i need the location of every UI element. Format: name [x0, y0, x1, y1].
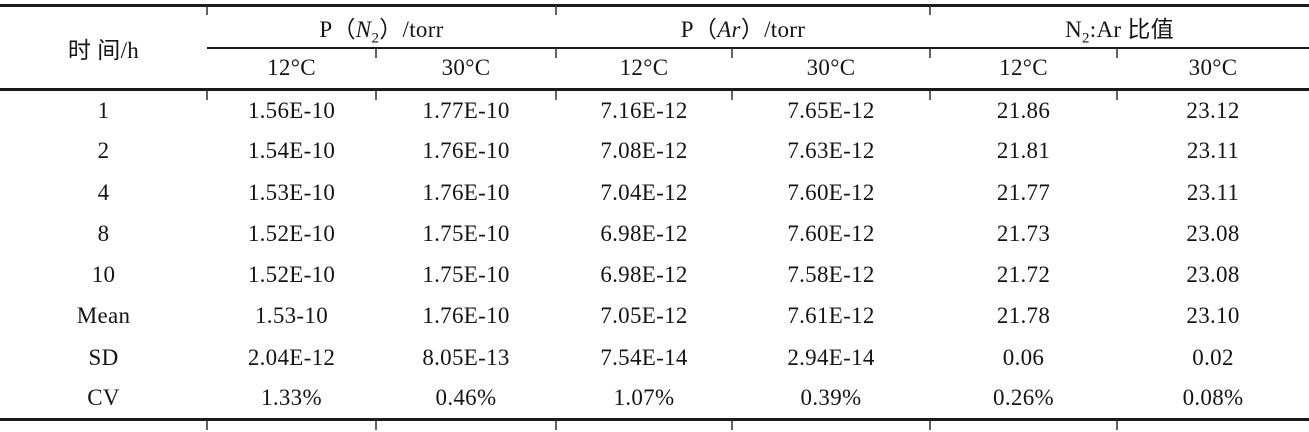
- value-cell: 7.60E-12: [787, 220, 875, 246]
- value-cell: 6.98E-12: [600, 220, 688, 246]
- time-column-header: 时 间/h: [0, 5, 207, 91]
- value-cell: 1.33%: [261, 385, 322, 411]
- value-cell: 8.05E-13: [422, 344, 510, 370]
- value-cell: 21.72: [996, 262, 1051, 288]
- group-header-par: P（Ar）/torr: [556, 5, 931, 49]
- value-cell: 0.02: [1192, 344, 1234, 370]
- value-cell: 21.73: [996, 220, 1051, 246]
- value-cell: 2.04E-12: [247, 344, 336, 370]
- value-cell: 7.05E-12: [600, 303, 688, 329]
- group-pn2-pre: P（: [319, 16, 356, 42]
- group-par-post: ）/torr: [740, 16, 806, 42]
- group-label-pn2: P（N2）/torr: [319, 16, 444, 46]
- value-cell: 7.65E-12: [787, 97, 875, 123]
- value-cell: 0.26%: [993, 385, 1054, 411]
- group-header-n2-ar-ratio: N2:Ar 比值: [930, 5, 1309, 49]
- group-pn2-symbol: N: [355, 16, 372, 42]
- value-cell: 1.56E-10: [247, 97, 336, 123]
- value-cell: 7.08E-12: [600, 138, 688, 164]
- group-label-n2-ar-ratio: N2:Ar 比值: [1065, 16, 1174, 46]
- subheader-pn2-30c: 30°C: [376, 47, 556, 91]
- rule-tick: [375, 420, 377, 430]
- group-pn2-subscript: 2: [371, 30, 380, 47]
- row-label-cell: 4: [97, 179, 110, 205]
- value-cell: 1.77E-10: [422, 97, 510, 123]
- table-row: 1 1.56E-10 1.77E-10 7.16E-12 7.65E-12 21.86 23…: [0, 90, 1309, 131]
- table-row: CV 1.33% 0.46% 1.07% 0.39% 0.26% 0.08%: [0, 378, 1309, 419]
- value-cell: 23.12: [1186, 97, 1240, 123]
- value-cell: 1.75E-10: [422, 262, 510, 288]
- group-ratio-post: :Ar 比值: [1089, 16, 1174, 42]
- temperature-subheader-row: 12°C 30°C 12°C 30°C 12°C 30°C: [0, 47, 1309, 91]
- row-label-cell: 1: [97, 97, 110, 123]
- group-ratio-symbol: N: [1065, 16, 1082, 42]
- value-cell: 21.77: [996, 179, 1051, 205]
- row-label-cell: CV: [87, 385, 120, 411]
- value-cell: 7.58E-12: [787, 262, 875, 288]
- subheader-pn2-12c: 12°C: [207, 47, 376, 91]
- value-cell: 7.61E-12: [787, 303, 875, 329]
- rule-tick: [1116, 420, 1118, 430]
- value-cell: 23.08: [1186, 262, 1240, 288]
- table-row: 4 1.53E-10 1.76E-10 7.04E-12 7.60E-12 21.77 23…: [0, 172, 1309, 213]
- rule-tick: [731, 420, 733, 430]
- value-cell: 23.10: [1186, 303, 1240, 329]
- value-cell: 0.39%: [800, 385, 862, 411]
- subheader-par-30c: 30°C: [732, 47, 931, 91]
- rule-tick: [555, 420, 557, 430]
- group-par-symbol: Ar: [717, 16, 741, 42]
- value-cell: 1.07%: [613, 385, 675, 411]
- value-cell: 1.52E-10: [247, 220, 336, 246]
- row-label-cell: SD: [88, 344, 119, 370]
- measurement-table: 时 间/h P（N2）/torr P（Ar）/torr N2:Ar 比值 12°…: [0, 4, 1309, 421]
- row-label-cell: 8: [97, 220, 110, 246]
- value-cell: 23.08: [1186, 220, 1240, 246]
- value-cell: 1.52E-10: [247, 262, 336, 288]
- group-pn2-post: ）/torr: [379, 16, 444, 42]
- row-label-cell: 10: [91, 262, 116, 288]
- value-cell: 7.04E-12: [600, 179, 688, 205]
- subheader-par-12c: 12°C: [556, 47, 732, 91]
- table-row: 8 1.52E-10 1.75E-10 6.98E-12 7.60E-12 21.73 23…: [0, 213, 1309, 254]
- value-cell: 7.63E-12: [787, 138, 875, 164]
- value-cell: 21.78: [996, 303, 1051, 329]
- value-cell: 0.06: [1002, 344, 1045, 370]
- group-header-pn2: P（N2）/torr: [207, 5, 556, 49]
- row-label-cell: 2: [97, 138, 110, 164]
- value-cell: 1.76E-10: [422, 303, 510, 329]
- group-header-row: 时 间/h P（N2）/torr P（Ar）/torr N2:Ar 比值: [0, 5, 1309, 91]
- subheader-ratio-30c: 30°C: [1117, 47, 1309, 91]
- value-cell: 23.11: [1186, 138, 1240, 164]
- table-row: 10 1.52E-10 1.75E-10 6.98E-12 7.58E-12 21.72 2…: [0, 255, 1309, 296]
- group-par-pre: P（: [680, 16, 718, 42]
- value-cell: 2.94E-14: [787, 344, 875, 370]
- value-cell: 7.54E-14: [600, 344, 688, 370]
- value-cell: 21.86: [996, 97, 1051, 123]
- value-cell: 0.08%: [1182, 385, 1244, 411]
- scanned-table-page: 时 间/h P（N2）/torr P（Ar）/torr N2:Ar 比值 12°…: [0, 4, 1309, 432]
- value-cell: 1.76E-10: [422, 179, 510, 205]
- value-cell: 21.81: [996, 138, 1051, 164]
- value-cell: 1.54E-10: [247, 138, 336, 164]
- group-ratio-subscript: 2: [1081, 30, 1090, 47]
- value-cell: 7.16E-12: [600, 97, 688, 123]
- table-row: SD 2.04E-12 8.05E-13 7.54E-14 2.94E-14 0.06 0.…: [0, 337, 1309, 378]
- value-cell: 1.53-10: [254, 303, 328, 329]
- value-cell: 23.11: [1186, 179, 1240, 205]
- value-cell: 7.60E-12: [787, 179, 875, 205]
- rule-tick: [929, 420, 931, 430]
- row-label-cell: Mean: [76, 303, 131, 329]
- value-cell: 1.53E-10: [247, 179, 336, 205]
- table-body: 1 1.56E-10 1.77E-10 7.16E-12 7.65E-12 21.86 23…: [0, 90, 1309, 420]
- subheader-ratio-12c: 12°C: [930, 47, 1118, 91]
- group-label-par: P（Ar）/torr: [681, 17, 805, 42]
- table-row: Mean 1.53-10 1.76E-10 7.05E-12 7.61E-12 21.78…: [0, 296, 1309, 337]
- table-header: 时 间/h P（N2）/torr P（Ar）/torr N2:Ar 比值 12°…: [0, 5, 1309, 91]
- value-cell: 0.46%: [435, 385, 497, 411]
- table-row: 2 1.54E-10 1.76E-10 7.08E-12 7.63E-12 21.81 23…: [0, 131, 1309, 172]
- value-cell: 1.76E-10: [422, 138, 510, 164]
- value-cell: 1.75E-10: [422, 220, 510, 246]
- value-cell: 6.98E-12: [600, 262, 688, 288]
- rule-tick: [206, 420, 208, 430]
